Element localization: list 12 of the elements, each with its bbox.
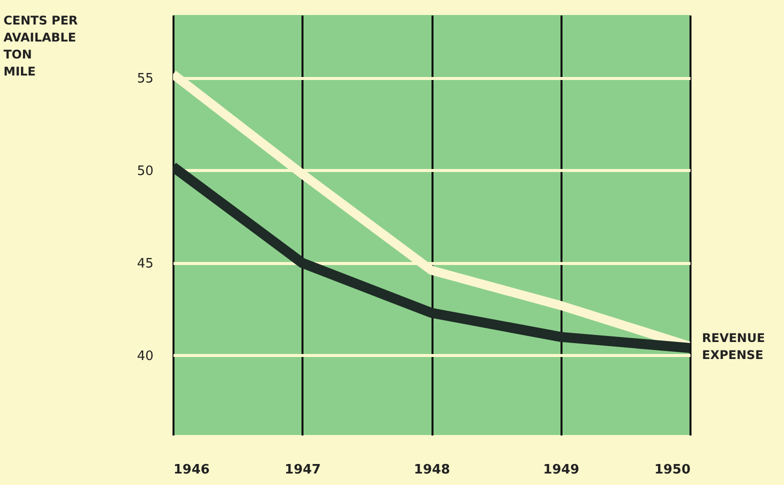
x-tick-label: 1947 <box>284 462 321 478</box>
x-tick-label: 1949 <box>543 462 580 478</box>
series-label: EXPENSE <box>702 348 764 362</box>
y-tick-label: 50 <box>136 164 154 179</box>
x-tick-label: 1946 <box>174 462 210 478</box>
y-tick-label: 55 <box>136 71 154 86</box>
y-tick-label: 40 <box>136 348 154 364</box>
series-label: REVENUE <box>702 331 765 346</box>
y-axis-title: CENTS PER AVAILABLE TON MILE <box>4 14 78 78</box>
y-tick-label: 45 <box>136 256 154 272</box>
x-tick-label: 1950 <box>654 462 690 478</box>
x-tick-label: 1948 <box>414 462 450 478</box>
